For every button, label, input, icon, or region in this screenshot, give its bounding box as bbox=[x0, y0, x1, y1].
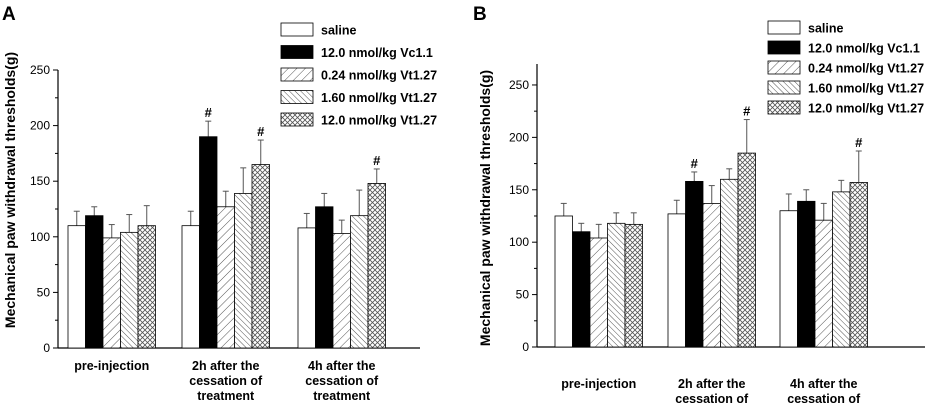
y-tick-label: 0 bbox=[43, 341, 50, 355]
bar bbox=[102, 237, 121, 349]
bar bbox=[554, 215, 573, 348]
panel-a-chart: A Mechanical paw withdrawal thresholds(g… bbox=[2, 4, 437, 403]
legend: saline 12.0 nmol/kg Vc1.1 0.24 nmol/kg Vt1… bbox=[767, 20, 924, 116]
bar bbox=[589, 237, 608, 348]
legend-label: saline bbox=[808, 22, 843, 36]
bar bbox=[624, 223, 643, 348]
bar bbox=[849, 182, 868, 348]
legend-label: 12.0 nmol/kg Vt1.27 bbox=[321, 114, 437, 128]
panel-a-letter: A bbox=[2, 4, 16, 25]
y-tick-label: 100 bbox=[509, 235, 529, 249]
legend-swatch bbox=[280, 45, 314, 59]
y-tick-label: 0 bbox=[522, 340, 529, 354]
bar bbox=[832, 191, 851, 348]
legend-swatch bbox=[767, 60, 801, 75]
y-tick-label: 50 bbox=[37, 285, 51, 299]
legend-label: 0.24 nmol/kg Vt1.27 bbox=[808, 62, 924, 76]
bar bbox=[234, 193, 253, 349]
x-category-label: pre-injection bbox=[561, 377, 636, 391]
bar bbox=[137, 225, 156, 349]
legend-swatch bbox=[767, 80, 801, 95]
legend-label: 0.24 nmol/kg Vt1.27 bbox=[321, 69, 437, 83]
bar bbox=[181, 225, 200, 349]
bar bbox=[297, 227, 316, 349]
legend-swatch bbox=[280, 67, 314, 82]
legend-label: saline bbox=[321, 24, 356, 38]
y-tick-label: 250 bbox=[509, 78, 529, 92]
x-category-label: pre-injection bbox=[74, 359, 149, 373]
bar bbox=[251, 164, 270, 349]
bar bbox=[667, 213, 686, 348]
panel-b-letter: B bbox=[473, 4, 487, 25]
legend-swatch bbox=[767, 40, 801, 55]
y-tick-label: 50 bbox=[516, 288, 530, 302]
legend-label: 12.0 nmol/kg Vt1.27 bbox=[808, 102, 924, 116]
legend-swatch bbox=[767, 20, 801, 35]
legend-swatch bbox=[767, 100, 801, 115]
significance-marker: # bbox=[257, 124, 265, 139]
bar bbox=[702, 203, 721, 348]
panel-b-chart: B Mechanical paw withdrawal thresholds(g… bbox=[473, 4, 925, 407]
y-tick-label: 150 bbox=[30, 174, 50, 188]
bar bbox=[67, 225, 86, 349]
significance-marker: # bbox=[691, 156, 699, 171]
bars: # # # bbox=[67, 105, 386, 349]
legend: saline 12.0 nmol/kg Vc1.1 0.24 nmol/kg Vt1… bbox=[280, 22, 437, 128]
significance-marker: # bbox=[373, 153, 381, 168]
bar bbox=[572, 231, 591, 348]
bar bbox=[737, 152, 756, 348]
bar bbox=[607, 222, 626, 348]
legend-label: 12.0 nmol/kg Vc1.1 bbox=[321, 46, 433, 60]
bar bbox=[199, 136, 218, 349]
y-tick-label: 150 bbox=[509, 183, 529, 197]
bar bbox=[797, 200, 816, 348]
bar bbox=[120, 231, 139, 349]
y-tick-label: 200 bbox=[509, 130, 529, 144]
bar bbox=[216, 206, 235, 349]
legend-label: 1.60 nmol/kg Vt1.27 bbox=[808, 82, 924, 96]
significance-marker: # bbox=[205, 105, 213, 120]
significance-marker: # bbox=[743, 104, 751, 119]
y-tick-label: 100 bbox=[30, 230, 50, 244]
bars: # # # bbox=[554, 104, 868, 348]
significance-marker: # bbox=[855, 135, 863, 150]
bar bbox=[720, 178, 739, 348]
y-tick-label: 200 bbox=[30, 119, 50, 133]
bar bbox=[779, 210, 798, 348]
legend-label: 1.60 nmol/kg Vt1.27 bbox=[321, 91, 437, 105]
legend-swatch bbox=[280, 22, 314, 37]
panel-b-y-axis-label: Mechanical paw withdrawal thresholds(g) bbox=[477, 70, 493, 346]
bar bbox=[332, 233, 351, 349]
y-tick-label: 250 bbox=[30, 63, 50, 77]
bar bbox=[367, 183, 386, 349]
bar bbox=[350, 215, 369, 349]
bar bbox=[685, 180, 704, 348]
legend-swatch bbox=[280, 90, 314, 104]
bar bbox=[85, 215, 104, 349]
panel-a-y-axis-label: Mechanical paw withdrawal thresholds(g) bbox=[2, 52, 18, 328]
bar bbox=[814, 219, 833, 348]
legend-label: 12.0 nmol/kg Vc1.1 bbox=[808, 42, 920, 56]
bar bbox=[315, 206, 334, 349]
legend-swatch bbox=[280, 112, 314, 127]
